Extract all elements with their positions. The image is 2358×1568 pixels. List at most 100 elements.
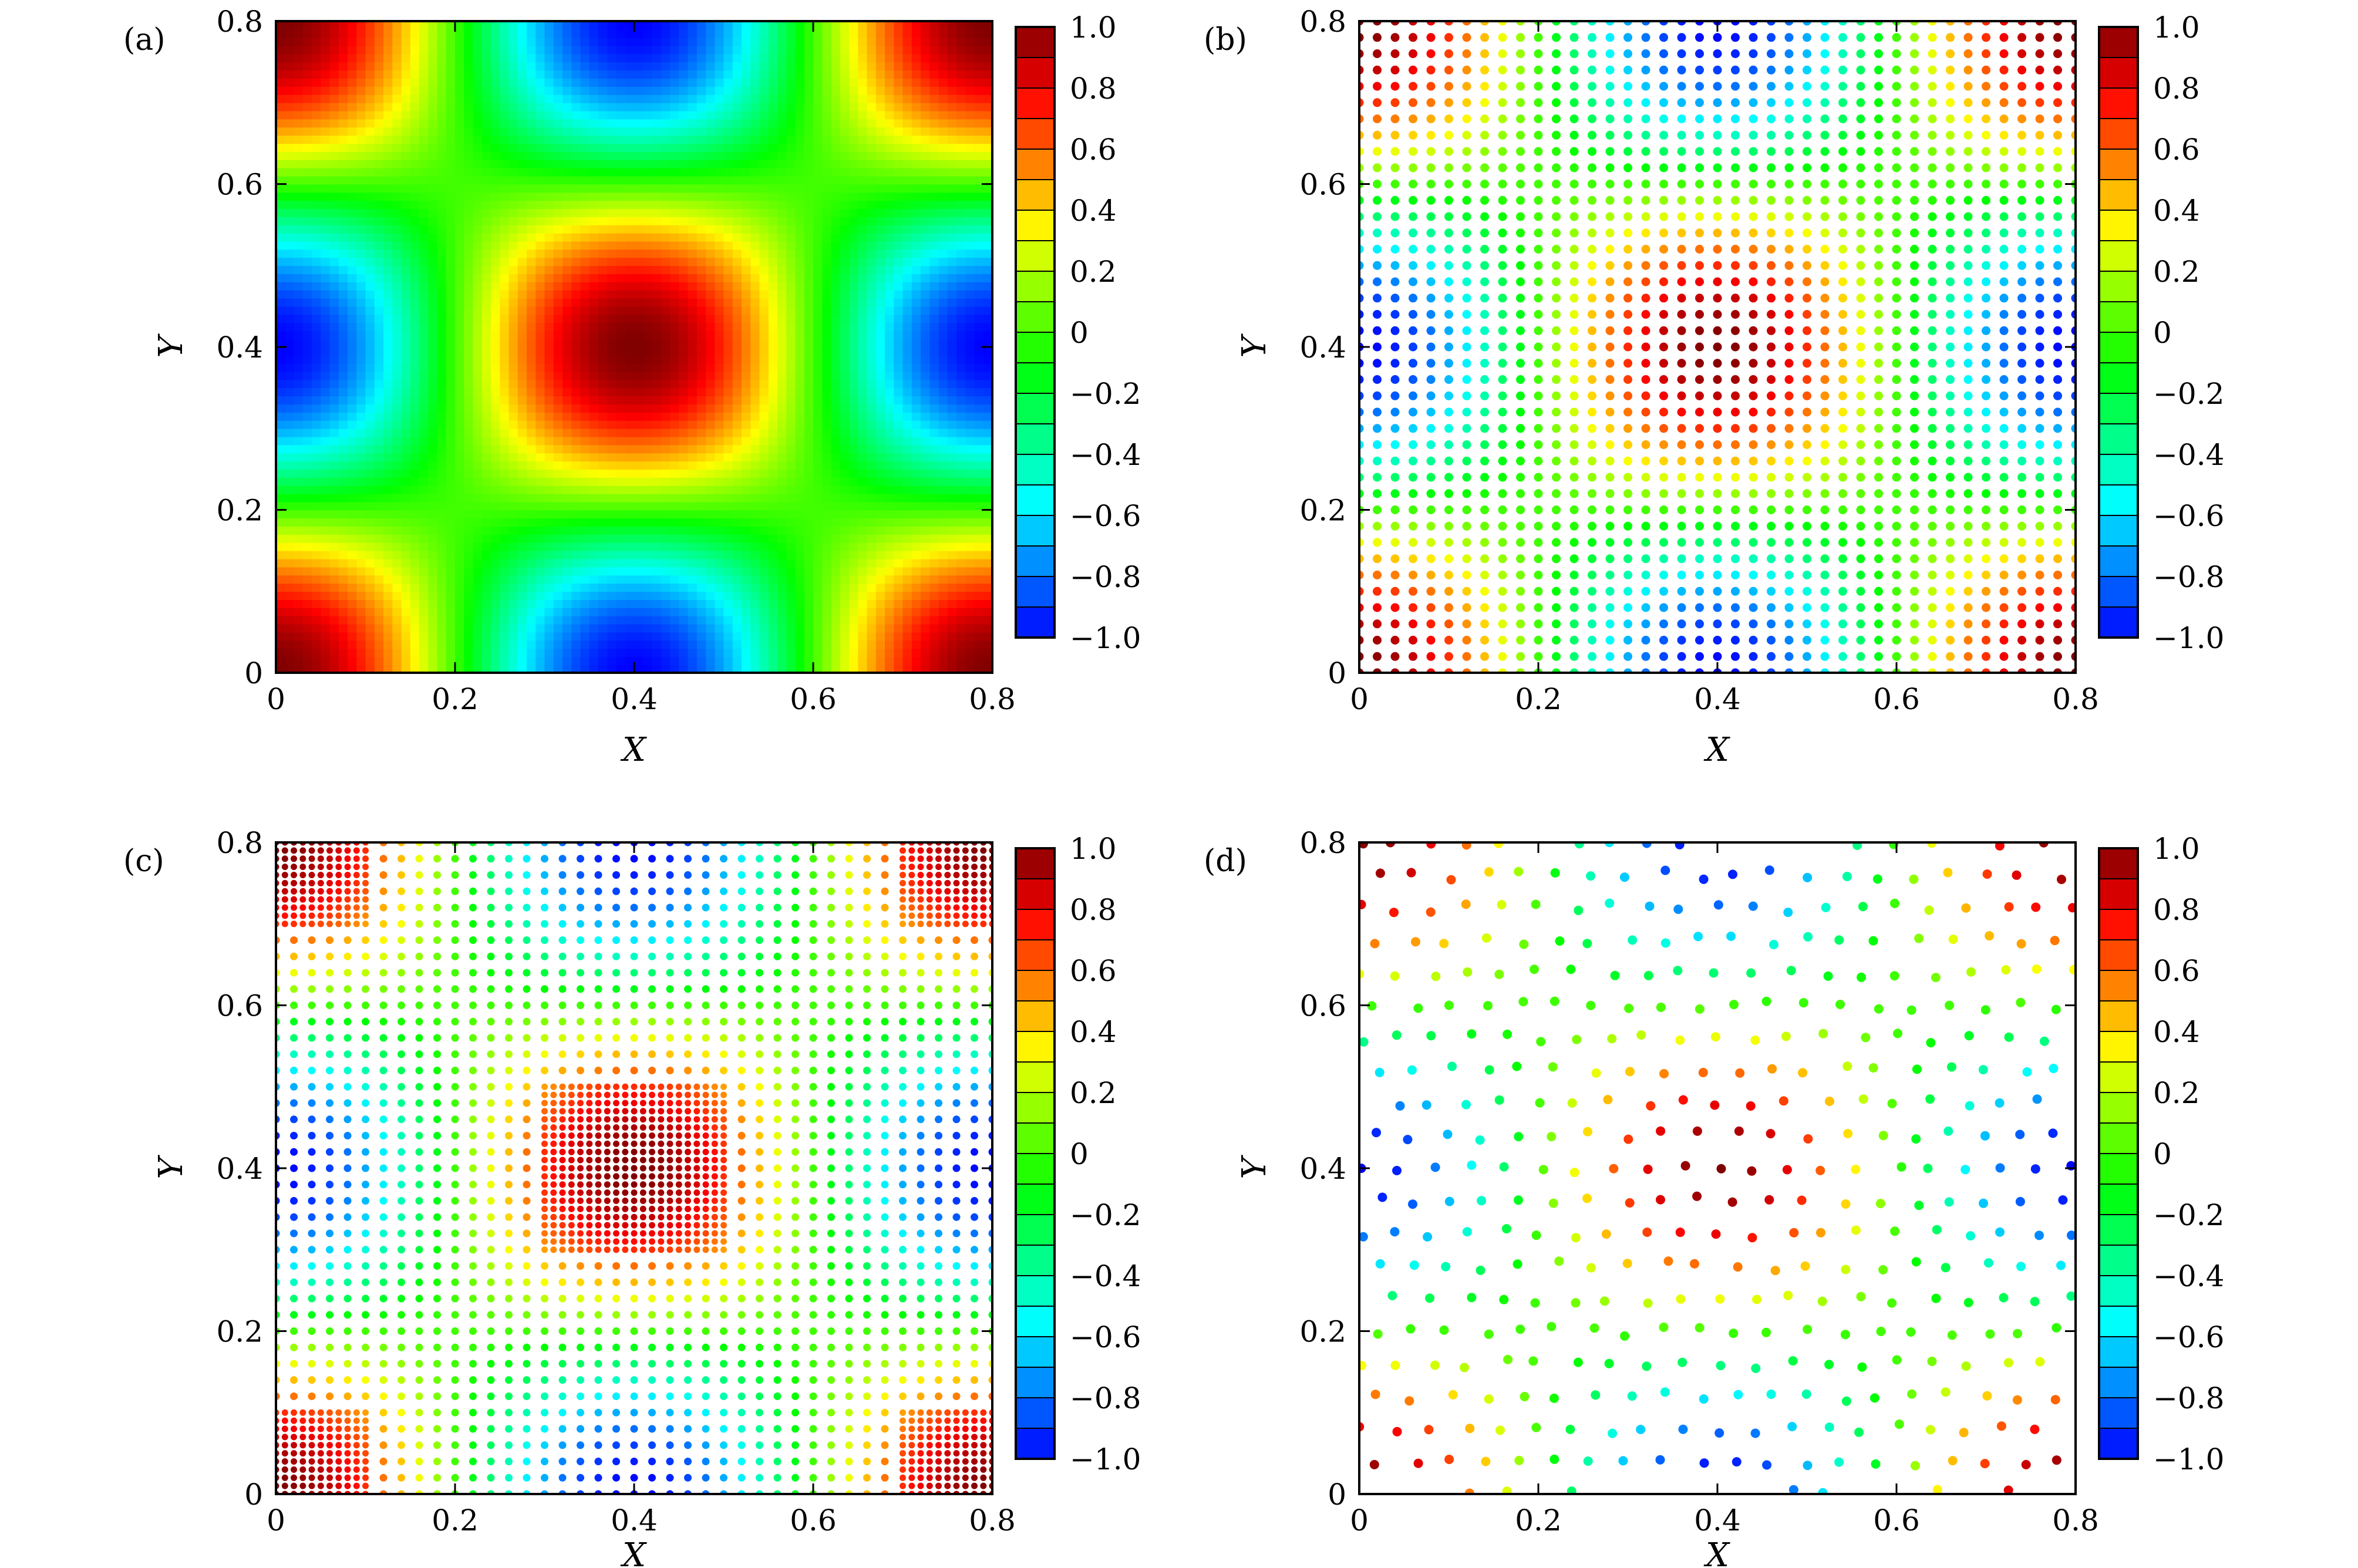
heatmap-cell [723,298,733,307]
heatmap-cell [491,331,501,339]
heatmap-cell [652,501,662,511]
heatmap-cell [742,339,752,348]
heatmap-cell [562,648,572,657]
heatmap-cell [732,485,742,494]
heatmap-cell [553,599,563,608]
heatmap-cell [634,192,644,201]
heatmap-cell [768,21,778,30]
heatmap-cell [294,241,304,250]
heatmap-cell [491,127,501,136]
heatmap-cell [742,477,752,486]
heatmap-cell [535,347,545,356]
heatmap-cell [723,404,733,413]
heatmap-cell [481,176,491,185]
heatmap-cell [580,534,590,543]
heatmap-cell [813,469,823,478]
heatmap-cell [670,575,680,584]
heatmap-cell [777,387,787,397]
heatmap-cell [625,119,635,128]
heatmap-cell [706,347,716,356]
heatmap-cell [464,558,474,568]
heatmap-cell [723,176,733,185]
heatmap-cell [571,396,581,404]
heatmap-cell [795,45,805,55]
heatmap-cell [661,542,671,551]
heatmap-cell [732,387,742,397]
heatmap-cell [562,477,572,486]
heatmap-cell [464,21,474,30]
heatmap-cell [428,493,438,503]
heatmap-cell [276,623,286,633]
heatmap-cell [392,184,402,193]
heatmap-cell [455,583,465,592]
heatmap-cell [786,339,796,348]
heatmap-cell [437,339,447,348]
heatmap-cell [383,192,393,201]
heatmap-cell [365,265,375,274]
heatmap-cell [715,501,725,511]
heatmap-cell [562,232,572,242]
heatmap-cell [553,29,563,38]
heatmap-cell [768,550,778,559]
heatmap-cell [634,665,644,673]
heatmap-cell [410,615,420,625]
heatmap-cell [276,322,286,332]
heatmap-cell [508,501,518,511]
heatmap-cell [329,257,339,267]
heatmap-cell [365,363,375,372]
heatmap-cell [312,331,322,339]
heatmap-cell [589,208,599,217]
heatmap-cell [302,127,312,136]
heatmap-cell [348,461,358,470]
heatmap-cell [732,518,742,527]
heatmap-cell [759,558,769,568]
heatmap-cell [804,257,814,267]
heatmap-cell [544,436,554,446]
heatmap-cell [696,566,706,576]
heatmap-cell [804,599,814,608]
heatmap-cell [302,86,312,95]
heatmap-cell [696,274,706,282]
heatmap-cell [750,591,760,600]
heatmap-cell [742,558,752,568]
heatmap-cell [795,37,805,46]
heatmap-cell [312,102,322,112]
heatmap-cell [696,184,706,193]
heatmap-cell [625,143,635,152]
heatmap-cell [535,224,545,234]
heatmap-cell [715,78,725,87]
heatmap-cell [715,314,725,323]
heatmap-cell [508,184,518,193]
heatmap-cell [312,208,322,217]
heatmap-cell [598,550,608,559]
heatmap-cell [276,224,286,234]
heatmap-cell [822,45,832,55]
heatmap-cell [715,387,725,397]
heatmap-cell [831,436,841,446]
heatmap-cell [329,119,339,128]
heatmap-cell [455,355,465,364]
heatmap-cell [401,21,411,30]
heatmap-cell [759,184,769,193]
heatmap-cell [571,94,581,103]
heatmap-cell [688,477,698,486]
heatmap-cell [732,404,742,413]
heatmap-cell [302,322,312,332]
heatmap-cell [786,314,796,323]
heatmap-cell [706,127,716,136]
heatmap-cell [527,623,537,633]
heatmap-cell [410,306,420,315]
heatmap-cell [392,21,402,30]
heatmap-cell [795,566,805,576]
heatmap-cell [419,396,429,404]
heatmap-cell [527,306,537,315]
heatmap-cell [481,656,491,665]
heatmap-cell [428,469,438,478]
heatmap-cell [742,86,752,95]
heatmap-cell [481,461,491,470]
heatmap-cell [831,477,841,486]
heatmap-cell [580,110,590,120]
heatmap-cell [544,176,554,185]
heatmap-cell [580,583,590,592]
heatmap-cell [446,192,456,201]
